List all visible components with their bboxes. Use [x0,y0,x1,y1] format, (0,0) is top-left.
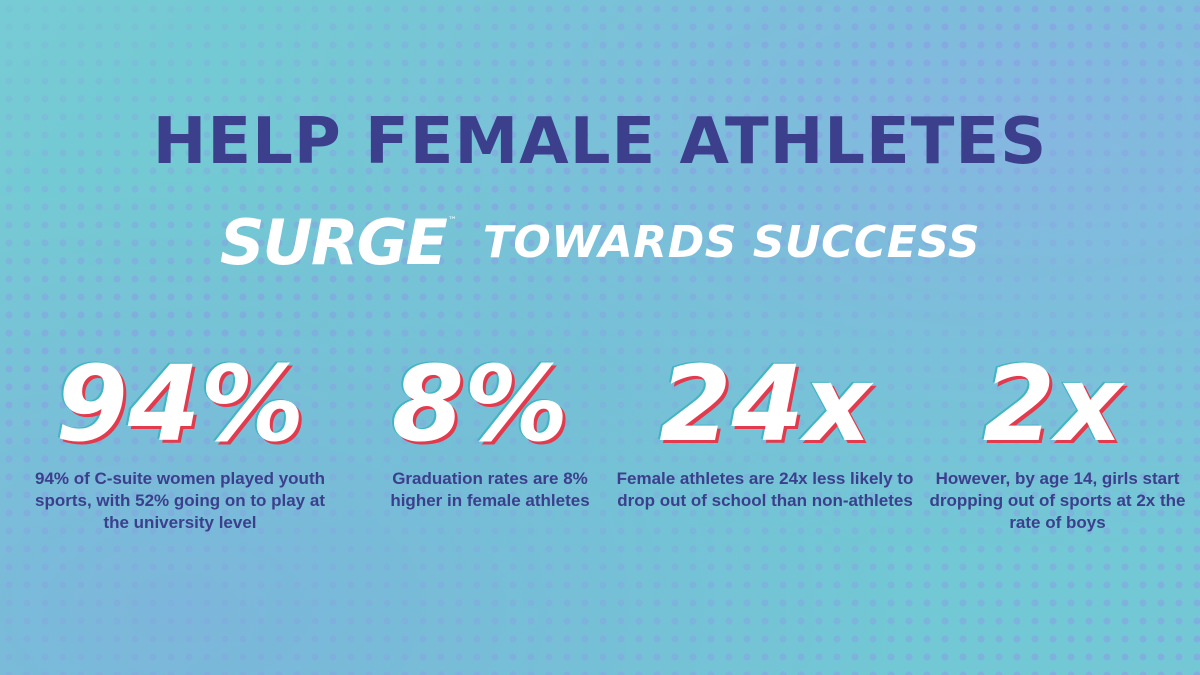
stat-value: 2x [982,343,1123,465]
stat-value: 8% [391,343,569,465]
stat-block-graduation: 8% Graduation rates are 8% higher in fem… [345,352,615,512]
headline: HELP FEMALE ATHLETES [152,105,1048,179]
stat-value: 94% [55,343,305,465]
stat-block-dropout: 24x Female athletes are 24x less likely … [615,352,915,512]
stat-description: Female athletes are 24x less likely to d… [616,469,914,510]
stat-block-age-14: 2x However, by age 14, girls start dropp… [915,352,1190,534]
surge-logo-text: SURGE [219,206,448,279]
tagline: TOWARDS SUCCESS [482,217,981,268]
stat-block-csuite: 94% 94% of C-suite women played youth sp… [30,352,330,534]
subheadline: SURGE ™ TOWARDS SUCCESS [0,208,1200,278]
surge-logo: SURGE ™ [220,212,457,274]
trademark-symbol: ™ [447,216,457,226]
stat-description: 94% of C-suite women played youth sports… [35,469,325,532]
stat-description: Graduation rates are 8% higher in female… [390,469,590,510]
stat-description: However, by age 14, girls start dropping… [929,469,1186,532]
stat-value: 24x [659,343,871,465]
